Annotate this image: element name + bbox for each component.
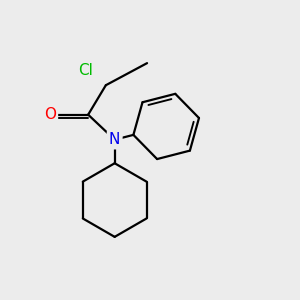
Text: N: N xyxy=(109,132,120,147)
Text: O: O xyxy=(44,107,56,122)
Text: Cl: Cl xyxy=(78,63,93,78)
